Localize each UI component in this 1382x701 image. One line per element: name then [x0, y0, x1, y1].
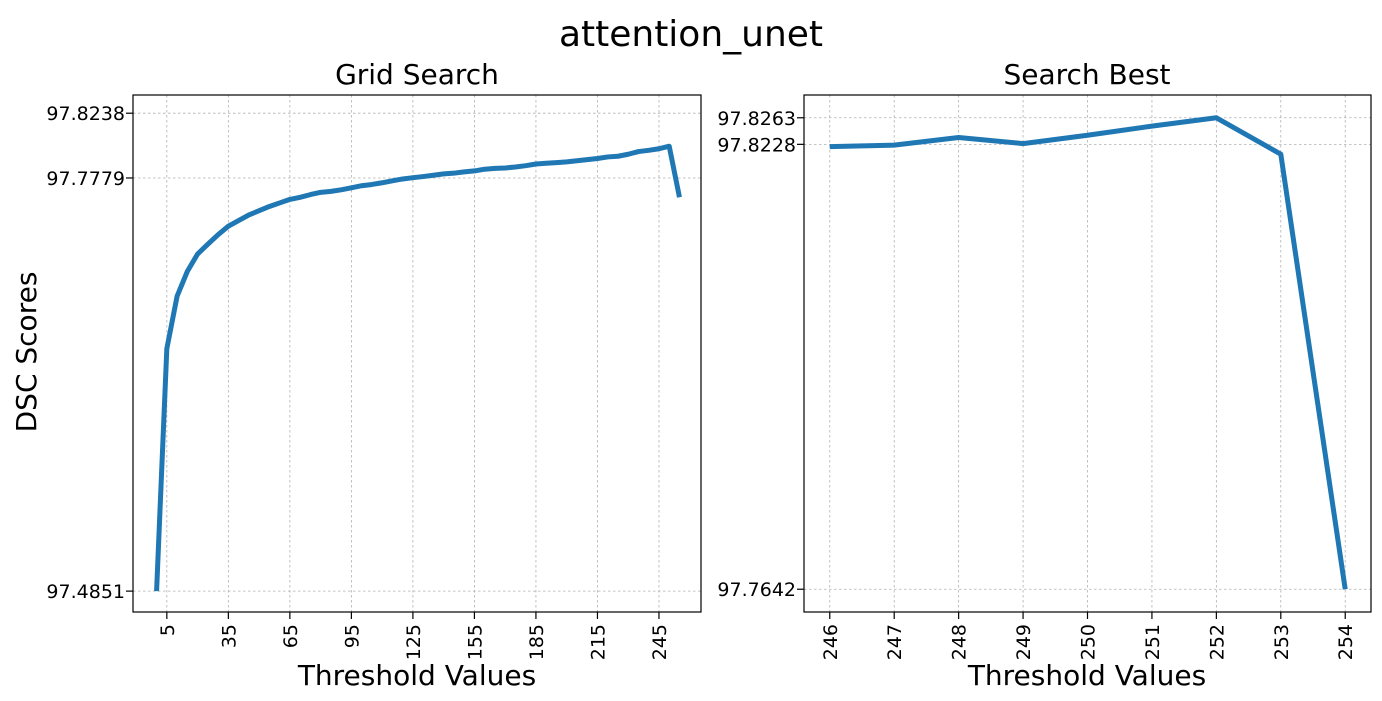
search-best-x-tick-label: 251: [1142, 624, 1164, 660]
grid-search-panel: 5 35 65 95 125 155 185 215 245 97.4851 97.7779 97.8…: [10, 58, 702, 692]
search-best-series: [829, 115, 1348, 590]
grid-search-gridlines: [133, 95, 701, 612]
grid-search-xlabel: Threshold Values: [297, 659, 536, 692]
search-best-panel: 246 247 248 249 250 251 252 253 254 97.7642 97.822…: [717, 58, 1372, 692]
grid-search-title: Grid Search: [335, 58, 499, 91]
grid-search-x-tick-label: 125: [403, 624, 425, 660]
search-best-ticks: 246 247 248 249 250 251 252 253 254 97.7642 97.822…: [717, 108, 1357, 660]
search-best-x-tick-label: 252: [1206, 624, 1228, 660]
grid-search-x-tick-label: 245: [649, 624, 671, 660]
grid-search-y-tick-label: 97.4851: [46, 581, 125, 603]
grid-search-x-tick-label: 5: [157, 624, 179, 636]
search-best-gridlines: [804, 95, 1371, 612]
search-best-x-tick-label: 246: [820, 624, 842, 660]
grid-search-x-tick-label: 185: [526, 624, 548, 660]
grid-search-y-tick-label: 97.7779: [46, 168, 125, 190]
search-best-y-tick-label: 97.8228: [717, 134, 796, 156]
grid-search-ylabel: DSC Scores: [10, 272, 43, 433]
search-best-y-tick-label: 97.8263: [717, 108, 796, 130]
grid-search-series-line: [154, 143, 682, 592]
search-best-x-tick-label: 247: [884, 624, 906, 660]
grid-search-x-tick-label: 95: [341, 624, 363, 648]
search-best-xlabel: Threshold Values: [967, 659, 1206, 692]
grid-search-x-tick-label: 65: [280, 624, 302, 648]
grid-search-frame: [132, 94, 702, 613]
grid-search-x-tick-label: 155: [464, 624, 486, 660]
grid-search-series: [154, 143, 682, 592]
search-best-x-tick-label: 250: [1078, 624, 1100, 660]
search-best-x-tick-label: 248: [949, 624, 971, 660]
search-best-x-tick-label: 253: [1271, 624, 1293, 660]
search-best-y-tick-label: 97.7642: [717, 579, 796, 601]
search-best-x-tick-label: 249: [1013, 624, 1035, 660]
search-best-title: Search Best: [1003, 58, 1170, 91]
grid-search-x-tick-label: 215: [587, 624, 609, 660]
grid-search-x-tick-label: 35: [218, 624, 240, 648]
grid-search-y-tick-label: 97.8238: [46, 103, 125, 125]
search-best-x-tick-label: 254: [1335, 624, 1357, 660]
grid-search-ticks: 5 35 65 95 125 155 185 215 245 97.4851 97.7779 97.8…: [46, 103, 671, 660]
search-best-series-line: [829, 115, 1348, 590]
figure-suptitle: attention_unet: [559, 14, 823, 55]
